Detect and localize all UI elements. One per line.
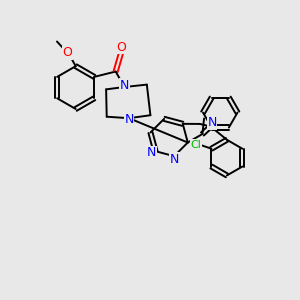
Text: O: O	[117, 41, 127, 54]
Text: N: N	[124, 113, 134, 126]
Text: N: N	[120, 79, 129, 92]
Text: O: O	[62, 46, 72, 59]
Text: Cl: Cl	[190, 140, 201, 149]
Text: N: N	[147, 146, 157, 159]
Text: N: N	[170, 153, 179, 166]
Text: N: N	[207, 116, 217, 129]
